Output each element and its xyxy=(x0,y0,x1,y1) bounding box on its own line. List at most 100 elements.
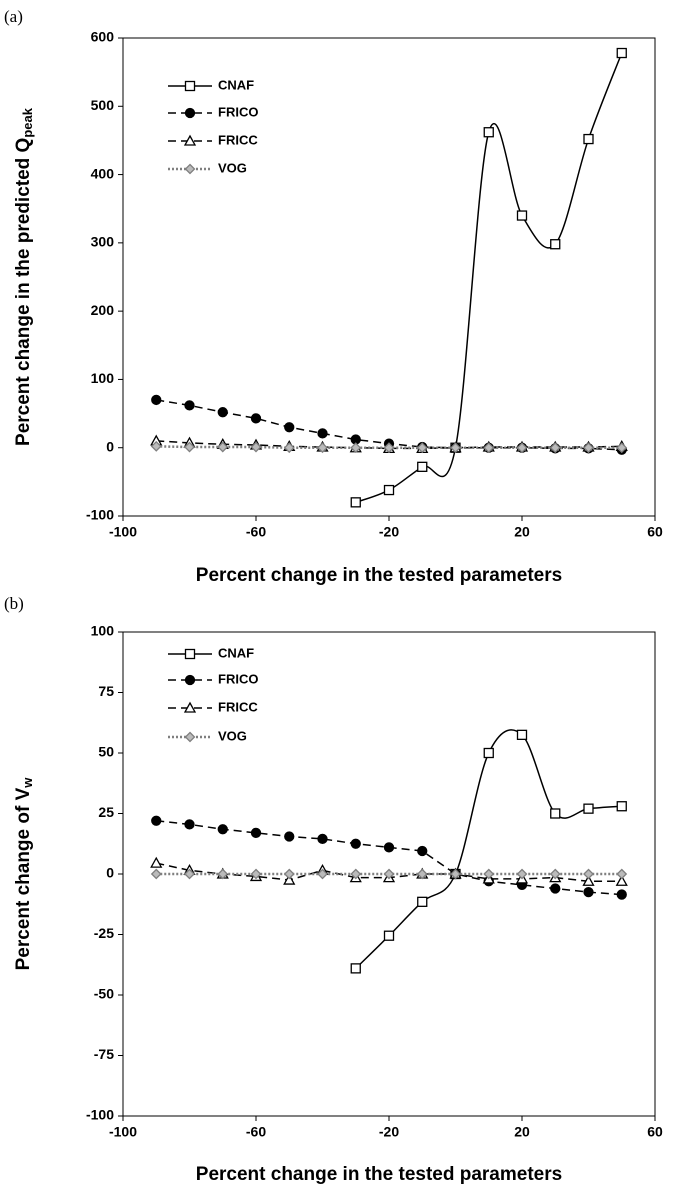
marker xyxy=(250,868,262,880)
legend-label: FRICC xyxy=(218,132,258,147)
marker xyxy=(150,440,162,452)
marker xyxy=(615,874,628,886)
y-tick-label: 0 xyxy=(106,865,114,881)
marker xyxy=(383,842,395,853)
marker xyxy=(350,963,361,974)
y-tick-label: 100 xyxy=(91,370,115,386)
marker xyxy=(616,889,627,900)
legend-marker xyxy=(183,701,197,713)
legend-marker xyxy=(184,163,196,175)
marker xyxy=(583,133,594,145)
x-tick-label: -100 xyxy=(109,524,137,540)
legend-label: FRICO xyxy=(218,104,258,119)
marker xyxy=(416,868,428,880)
marker xyxy=(284,831,295,842)
marker xyxy=(383,442,395,454)
marker xyxy=(616,47,627,59)
panel-label: (a) xyxy=(4,7,23,26)
marker xyxy=(317,428,328,439)
y-tick-label: -75 xyxy=(94,1046,114,1062)
x-tick-label: -60 xyxy=(246,524,266,540)
y-tick-label: 600 xyxy=(91,29,115,45)
marker xyxy=(450,868,461,880)
marker xyxy=(350,868,362,880)
marker xyxy=(582,874,595,886)
legend-marker xyxy=(184,648,196,660)
marker xyxy=(217,824,228,835)
marker xyxy=(283,442,295,454)
marker xyxy=(150,856,163,868)
marker xyxy=(417,461,428,472)
marker xyxy=(450,442,461,454)
marker xyxy=(283,873,296,885)
legend-marker xyxy=(183,134,197,146)
x-tick-label: 20 xyxy=(514,1124,530,1140)
y-tick-label: -100 xyxy=(86,1107,114,1123)
marker xyxy=(483,442,495,454)
marker xyxy=(317,442,328,454)
y-tick-label: 100 xyxy=(91,623,115,639)
y-axis-label: Percent change of Vw xyxy=(13,777,35,971)
y-axis-label-sub: w xyxy=(20,777,35,789)
marker xyxy=(583,803,594,814)
legend-marker xyxy=(184,731,196,743)
x-tick-label: 60 xyxy=(647,524,663,540)
marker xyxy=(483,868,495,880)
marker xyxy=(283,868,295,880)
marker xyxy=(383,868,395,880)
y-tick-label: -50 xyxy=(94,986,114,1002)
y-tick-label: 50 xyxy=(98,744,114,760)
marker xyxy=(383,930,395,941)
x-tick-label: 60 xyxy=(647,1124,663,1140)
x-tick-label: -60 xyxy=(246,1124,266,1140)
marker xyxy=(616,801,627,812)
marker xyxy=(383,484,395,496)
x-tick-label: 20 xyxy=(514,524,530,540)
marker xyxy=(550,883,561,894)
y-tick-label: 200 xyxy=(91,302,115,318)
marker xyxy=(616,868,628,880)
marker xyxy=(151,394,162,406)
marker xyxy=(483,747,494,759)
legend-label: CNAF xyxy=(218,645,254,660)
marker xyxy=(217,407,228,418)
marker xyxy=(350,442,362,454)
y-tick-label: 500 xyxy=(91,97,115,113)
marker xyxy=(583,442,594,454)
x-axis-label: Percent change in the tested parameters xyxy=(196,1164,562,1185)
marker xyxy=(616,442,628,454)
series-line xyxy=(355,729,622,969)
series-line xyxy=(355,52,623,504)
marker xyxy=(184,400,195,411)
marker xyxy=(516,868,528,880)
marker xyxy=(516,210,528,221)
marker xyxy=(350,497,361,508)
marker xyxy=(417,845,428,857)
marker xyxy=(416,442,428,454)
marker xyxy=(550,239,561,250)
chart: (b) -100 -75 -50 -25 0 25 50 75 100 -100 -60 -20 20 60… xyxy=(4,594,663,1185)
x-tick-label: -20 xyxy=(379,524,399,540)
marker xyxy=(516,442,528,454)
marker xyxy=(150,868,162,880)
y-axis-label-main: Percent change of V xyxy=(13,787,34,970)
legend-label: FRICC xyxy=(218,699,258,714)
marker xyxy=(549,868,561,880)
marker xyxy=(250,441,262,453)
legend-marker xyxy=(184,674,196,686)
y-axis-label: Percent change in the predicted Qpeak xyxy=(13,107,35,446)
marker xyxy=(284,422,295,433)
legend-label: FRICO xyxy=(218,671,258,686)
marker xyxy=(217,441,229,453)
y-tick-label: 75 xyxy=(98,683,114,699)
marker xyxy=(350,838,361,849)
marker xyxy=(550,808,561,819)
y-tick-label: 400 xyxy=(91,165,115,181)
marker xyxy=(184,441,195,453)
y-tick-label: -100 xyxy=(86,507,114,523)
panel-label: (b) xyxy=(4,594,24,613)
marker xyxy=(549,442,561,454)
chart: (a) -100 0 100 200 300 400 500 600 -100 -60 -20 20 60… xyxy=(4,7,663,586)
marker xyxy=(151,815,162,826)
